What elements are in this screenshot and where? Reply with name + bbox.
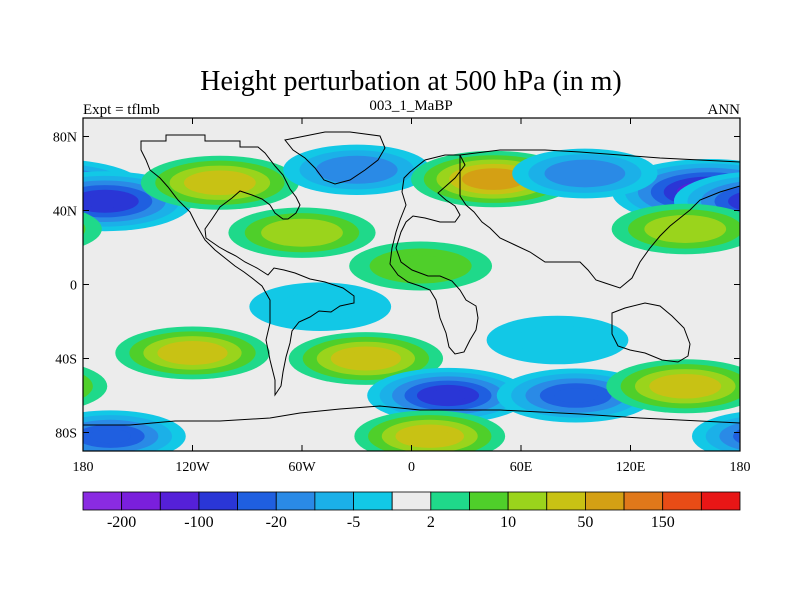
colorbar-label: 50 — [577, 514, 593, 531]
colorbar-label: 2 — [427, 514, 435, 531]
subtitle-left: Expt = tflmb — [83, 102, 160, 118]
chart-title: Height perturbation at 500 hPa (in m) — [200, 66, 621, 97]
field-contour — [83, 374, 93, 398]
colorbar-swatch — [430, 491, 470, 511]
colorbar-swatch — [275, 491, 316, 511]
field-contour — [719, 422, 740, 450]
colorbar-swatch — [469, 491, 509, 511]
colorbar-swatch — [623, 491, 664, 511]
subtitle-center: 003_1_MaBP — [369, 98, 452, 114]
colorbar: -200 -100 -20 -5 2 10 50 150 — [82, 491, 741, 531]
colorbar-swatch — [585, 491, 625, 511]
field-contour — [554, 388, 598, 403]
colorbar-swatch — [121, 491, 161, 511]
field-contour — [728, 192, 740, 211]
field-contour — [277, 292, 363, 322]
y-axis: 80N 40N 0 40S 80S — [53, 131, 740, 442]
colorbar-swatch — [700, 491, 741, 511]
x-tick-label: 60W — [288, 460, 316, 475]
field-contour — [171, 345, 214, 361]
field-contour — [390, 255, 452, 277]
colorbar-swatch — [546, 491, 586, 511]
y-tick-label: 0 — [70, 279, 77, 294]
field-contour — [83, 223, 86, 235]
continent-outlines — [83, 131, 740, 426]
x-tick-label: 0 — [408, 460, 415, 475]
europe-africa-outline — [389, 154, 479, 355]
y-tick-label: 80S — [55, 427, 77, 442]
field-contour — [198, 175, 242, 191]
field-contour — [84, 194, 126, 209]
field-contour — [660, 220, 710, 238]
colorbar-swatch — [314, 491, 354, 511]
field-contour — [277, 224, 327, 242]
colorbar-label: 150 — [651, 514, 675, 531]
north-america-outline — [140, 134, 355, 397]
colorbar-label: -100 — [184, 514, 213, 531]
x-tick-label: 120W — [175, 460, 210, 475]
field-contour — [332, 161, 382, 179]
greenland-outline — [284, 131, 386, 185]
x-axis: 180 120W 60W 0 60E 120E 180 — [73, 118, 751, 475]
field-contour — [733, 429, 740, 444]
colorbar-swatch — [391, 491, 432, 511]
y-tick-label: 40N — [53, 205, 77, 220]
colorbar-swatch — [159, 491, 200, 511]
colorbar-swatch — [353, 491, 393, 511]
subtitle-right: ANN — [708, 102, 741, 118]
field-contour — [83, 212, 102, 246]
colorbar-swatch — [198, 491, 238, 511]
y-tick-label: 80N — [53, 131, 77, 146]
x-tick-label: 180 — [73, 460, 94, 475]
antarctica-outline — [83, 405, 740, 426]
asia-outline — [459, 149, 740, 289]
field-contour — [344, 351, 387, 366]
field-contour — [83, 188, 85, 196]
colorbar-swatch — [82, 491, 123, 511]
colorbar-label: -20 — [266, 514, 287, 531]
field-contour — [474, 172, 513, 186]
y-tick-label: 40S — [55, 353, 77, 368]
australia-outline — [611, 302, 691, 363]
height-field — [83, 118, 740, 451]
colorbar-label: -200 — [107, 514, 136, 531]
x-tick-label: 60E — [510, 460, 533, 475]
colorbar-swatch — [662, 491, 702, 511]
field-contour — [83, 366, 108, 406]
colorbar-swatch — [237, 491, 277, 511]
field-contour — [514, 325, 601, 355]
field-contour — [409, 429, 451, 444]
field-contour — [89, 429, 131, 444]
colorbar-label: 10 — [500, 514, 516, 531]
colorbar-label: -5 — [347, 514, 360, 531]
x-tick-label: 120E — [616, 460, 646, 475]
field-contour — [429, 389, 467, 402]
field-contour — [560, 165, 610, 182]
x-tick-label: 180 — [730, 460, 751, 475]
colorbar-swatch — [507, 491, 548, 511]
field-contour — [663, 378, 707, 394]
